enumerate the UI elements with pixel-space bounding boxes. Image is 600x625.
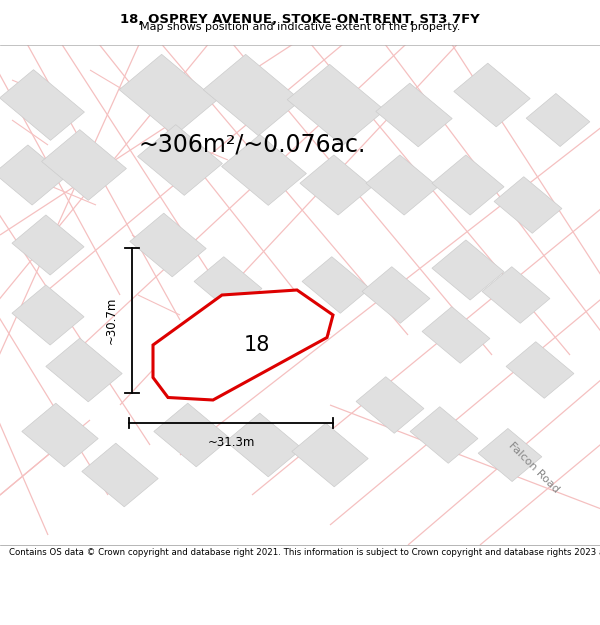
- Polygon shape: [12, 215, 84, 275]
- Polygon shape: [130, 213, 206, 277]
- Polygon shape: [454, 63, 530, 127]
- Polygon shape: [226, 413, 302, 477]
- Polygon shape: [422, 307, 490, 363]
- Polygon shape: [302, 257, 370, 313]
- Polygon shape: [46, 338, 122, 402]
- Text: ~30.7m: ~30.7m: [104, 296, 118, 344]
- Text: Contains OS data © Crown copyright and database right 2021. This information is : Contains OS data © Crown copyright and d…: [9, 548, 600, 558]
- Polygon shape: [494, 177, 562, 233]
- Polygon shape: [292, 423, 368, 487]
- Polygon shape: [137, 124, 223, 196]
- Polygon shape: [41, 129, 127, 201]
- Polygon shape: [482, 267, 550, 323]
- Text: Falcon Road: Falcon Road: [507, 441, 561, 494]
- Text: 18, OSPREY AVENUE, STOKE-ON-TRENT, ST3 7FY: 18, OSPREY AVENUE, STOKE-ON-TRENT, ST3 7…: [120, 12, 480, 26]
- Polygon shape: [366, 155, 438, 215]
- Text: Map shows position and indicative extent of the property.: Map shows position and indicative extent…: [140, 22, 460, 32]
- Text: ~306m²/~0.076ac.: ~306m²/~0.076ac.: [139, 133, 365, 157]
- Polygon shape: [356, 377, 424, 433]
- Polygon shape: [22, 403, 98, 467]
- Polygon shape: [0, 145, 66, 205]
- Polygon shape: [410, 407, 478, 463]
- Polygon shape: [478, 429, 542, 481]
- Polygon shape: [82, 443, 158, 507]
- Polygon shape: [203, 54, 301, 136]
- Polygon shape: [221, 134, 307, 206]
- Polygon shape: [153, 290, 333, 400]
- Polygon shape: [526, 94, 590, 146]
- Polygon shape: [12, 285, 84, 345]
- Polygon shape: [506, 342, 574, 398]
- Polygon shape: [287, 64, 385, 146]
- Polygon shape: [300, 155, 372, 215]
- Polygon shape: [432, 155, 504, 215]
- Text: 18: 18: [244, 335, 271, 355]
- Polygon shape: [432, 240, 504, 300]
- Text: ~31.3m: ~31.3m: [208, 436, 254, 449]
- Polygon shape: [154, 403, 230, 467]
- Polygon shape: [0, 69, 85, 141]
- Polygon shape: [119, 54, 217, 136]
- Polygon shape: [362, 267, 430, 323]
- Polygon shape: [376, 83, 452, 147]
- Polygon shape: [194, 257, 262, 313]
